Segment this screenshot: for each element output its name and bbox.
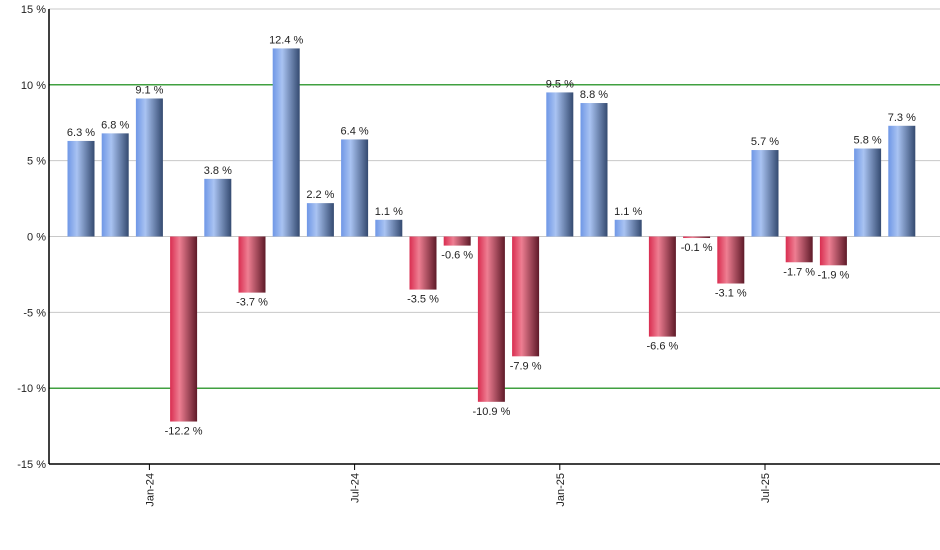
bar-Oct-25 xyxy=(854,148,882,237)
y-tick-label: 5 % xyxy=(27,156,46,168)
data-label: -3.5 % xyxy=(407,294,439,306)
bar-Jan-24 xyxy=(135,98,163,237)
bar-Nov-25 xyxy=(888,125,916,237)
y-tick-label: -10 % xyxy=(17,383,46,395)
data-label: -12.2 % xyxy=(165,426,203,438)
x-tick-label: Jul-25 xyxy=(760,473,772,503)
data-label: -6.6 % xyxy=(647,341,679,353)
y-tick-label: -5 % xyxy=(23,307,46,319)
bar-Aug-25 xyxy=(785,236,813,263)
data-label: 9.1 % xyxy=(135,84,163,96)
data-label: 8.8 % xyxy=(580,89,608,101)
y-tick-label: -15 % xyxy=(17,459,46,471)
data-label: -0.6 % xyxy=(441,250,473,262)
bar-Mar-25 xyxy=(614,219,642,237)
bar-Jul-25 xyxy=(751,150,779,237)
y-tick-label: 15 % xyxy=(21,4,46,16)
bar-Jun-25 xyxy=(717,236,745,284)
bar-Apr-24 xyxy=(238,236,266,293)
bar-Oct-24 xyxy=(443,236,471,246)
data-label: 12.4 % xyxy=(269,34,303,46)
x-tick-label: Jul-24 xyxy=(350,473,362,503)
x-tick-label: Jan-24 xyxy=(144,473,156,507)
bar-Feb-24 xyxy=(170,236,198,422)
data-label: -3.1 % xyxy=(715,288,747,300)
data-label: -7.9 % xyxy=(510,360,542,372)
bar-Dec-23 xyxy=(101,133,129,237)
x-tick-label: Jan-25 xyxy=(555,473,567,507)
bar-Mar-24 xyxy=(204,178,232,237)
bar-Dec-24 xyxy=(512,236,540,357)
data-label: 2.2 % xyxy=(306,189,334,201)
bar-Apr-25 xyxy=(648,236,676,337)
data-label: 5.8 % xyxy=(854,135,882,147)
data-label: 6.3 % xyxy=(67,127,95,139)
y-tick-label: 0 % xyxy=(27,232,46,244)
bar-Aug-24 xyxy=(375,219,403,237)
data-label: -10.9 % xyxy=(472,406,510,418)
data-label: 5.7 % xyxy=(751,136,779,148)
data-label: -0.1 % xyxy=(681,242,713,254)
data-label: 1.1 % xyxy=(375,206,403,218)
bar-Nov-23 xyxy=(67,140,95,237)
bar-Jan-25 xyxy=(546,92,574,237)
data-label: -1.9 % xyxy=(818,269,850,281)
bar-May-24 xyxy=(272,48,300,237)
data-label: 3.8 % xyxy=(204,165,232,177)
bar-Nov-24 xyxy=(477,236,505,402)
bar-Feb-25 xyxy=(580,103,608,237)
data-label: 9.5 % xyxy=(546,78,574,90)
data-label: 1.1 % xyxy=(614,206,642,218)
bar-Sep-24 xyxy=(409,236,437,290)
bar-Sep-25 xyxy=(819,236,847,266)
data-label: -1.7 % xyxy=(783,266,815,278)
bar-Jul-24 xyxy=(341,139,369,237)
bar-Jun-24 xyxy=(306,203,334,237)
data-label: 6.4 % xyxy=(341,125,369,137)
y-tick-label: 10 % xyxy=(21,80,46,92)
bar-May-25 xyxy=(683,236,711,239)
data-label: 6.8 % xyxy=(101,119,129,131)
data-label: -3.7 % xyxy=(236,297,268,309)
data-label: 7.3 % xyxy=(888,112,916,124)
